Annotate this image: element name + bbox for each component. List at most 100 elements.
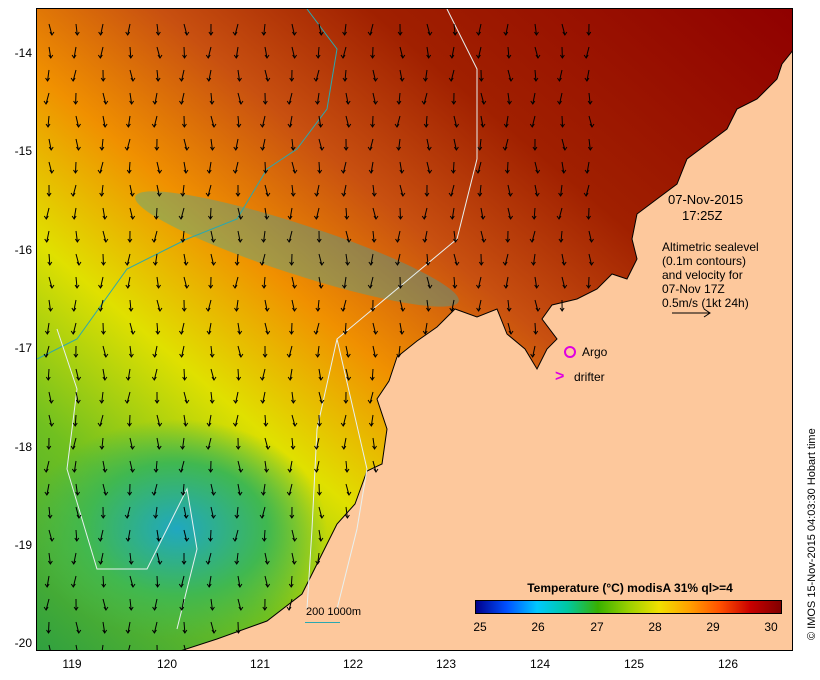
velocity-arrow	[153, 115, 158, 128]
velocity-arrow-head	[236, 376, 242, 381]
velocity-arrow	[129, 92, 133, 105]
velocity-arrow-head	[183, 261, 189, 266]
velocity-arrow	[210, 230, 214, 243]
velocity-arrow	[397, 230, 401, 243]
velocity-arrow-head	[234, 261, 240, 266]
velocity-arrow	[585, 184, 590, 197]
velocity-arrow-head	[264, 468, 270, 473]
velocity-arrow-head	[261, 537, 267, 542]
velocity-arrow	[181, 345, 185, 358]
velocity-arrow	[210, 92, 213, 105]
velocity-arrow-head	[206, 422, 212, 427]
velocity-arrow	[127, 529, 131, 542]
velocity-arrow	[154, 92, 158, 105]
velocity-arrow	[289, 207, 293, 220]
velocity-arrow	[237, 115, 240, 128]
velocity-arrow	[291, 184, 294, 197]
velocity-arrow	[478, 23, 482, 36]
velocity-arrow	[315, 207, 320, 220]
velocity-arrow	[45, 460, 50, 473]
velocity-arrow	[288, 345, 293, 358]
velocity-arrow-head	[559, 307, 565, 312]
velocity-arrow-head	[100, 514, 106, 519]
velocity-arrow-head	[124, 514, 130, 519]
velocity-arrow	[129, 437, 133, 450]
velocity-arrow-head	[427, 31, 433, 36]
velocity-arrow	[399, 46, 404, 59]
velocity-arrow-head	[343, 146, 349, 151]
velocity-arrow-head	[508, 77, 514, 82]
velocity-arrow-head	[153, 215, 159, 220]
velocity-arrow-head	[45, 376, 51, 381]
velocity-arrow	[399, 322, 403, 335]
velocity-arrow	[102, 345, 107, 358]
velocity-arrow	[534, 69, 537, 82]
velocity-arrow	[344, 23, 347, 36]
velocity-arrow-head	[291, 31, 297, 36]
velocity-arrow-head	[98, 307, 103, 312]
velocity-arrow	[237, 207, 242, 220]
velocity-arrow-head	[205, 560, 211, 565]
velocity-arrow	[451, 46, 455, 59]
velocity-arrow-head	[74, 31, 80, 36]
velocity-arrow	[372, 460, 377, 473]
velocity-arrow	[156, 299, 161, 312]
velocity-arrow-head	[315, 54, 321, 59]
velocity-arrow-head	[179, 100, 184, 105]
velocity-arrow-head	[314, 468, 319, 473]
velocity-arrow	[155, 506, 158, 519]
velocity-arrow-head	[287, 123, 293, 128]
velocity-arrow-head	[345, 353, 351, 358]
velocity-arrow-head	[44, 238, 50, 243]
velocity-arrow-head	[452, 284, 458, 289]
velocity-arrow	[532, 92, 536, 105]
velocity-arrow	[426, 161, 431, 174]
velocity-arrow-head	[180, 238, 186, 243]
velocity-arrow-head	[130, 445, 135, 450]
velocity-arrow-head	[340, 307, 346, 312]
velocity-arrow-head	[183, 422, 189, 427]
velocity-arrow	[75, 529, 78, 542]
velocity-arrow-head	[395, 238, 400, 243]
velocity-arrow-head	[344, 514, 350, 519]
velocity-arrow-head	[232, 537, 238, 542]
lon-tick-label: 124	[529, 657, 551, 671]
velocity-arrow-head	[341, 445, 347, 450]
velocity-arrow-head	[43, 100, 49, 105]
velocity-arrow	[75, 276, 78, 289]
velocity-arrow-head	[534, 192, 540, 197]
velocity-arrow-head	[503, 123, 509, 128]
velocity-arrow-head	[370, 307, 376, 312]
velocity-arrow-head	[367, 399, 373, 404]
drifter-legend-label: drifter	[574, 370, 605, 384]
velocity-arrow-head	[340, 422, 346, 427]
velocity-arrow	[236, 253, 239, 266]
velocity-arrow	[236, 552, 239, 565]
velocity-arrow	[507, 322, 512, 335]
info-line: 07-Nov 17Z	[662, 282, 725, 296]
velocity-arrow-head	[319, 146, 325, 151]
velocity-arrow	[534, 299, 539, 312]
velocity-arrow	[237, 345, 242, 358]
velocity-arrow-head	[209, 353, 215, 358]
velocity-arrow-head	[372, 353, 378, 358]
velocity-arrow-head	[557, 77, 562, 82]
velocity-arrow-head	[422, 330, 428, 335]
velocity-arrow	[588, 253, 592, 266]
velocity-arrow	[398, 92, 401, 105]
velocity-arrow-head	[530, 100, 536, 105]
velocity-arrow	[477, 161, 482, 174]
velocity-arrow-head	[531, 261, 536, 266]
velocity-arrow-head	[151, 629, 157, 634]
velocity-arrow	[237, 575, 241, 588]
velocity-arrow	[102, 92, 107, 105]
velocity-arrow-head	[373, 77, 378, 82]
velocity-arrow-head	[71, 215, 77, 220]
velocity-arrow-head	[502, 146, 508, 151]
velocity-arrow	[210, 253, 215, 266]
velocity-arrow	[480, 92, 485, 105]
velocity-arrow	[561, 253, 565, 266]
velocity-arrow-head	[317, 491, 322, 496]
velocity-arrow-head	[211, 629, 217, 634]
velocity-arrow-head	[181, 307, 187, 312]
